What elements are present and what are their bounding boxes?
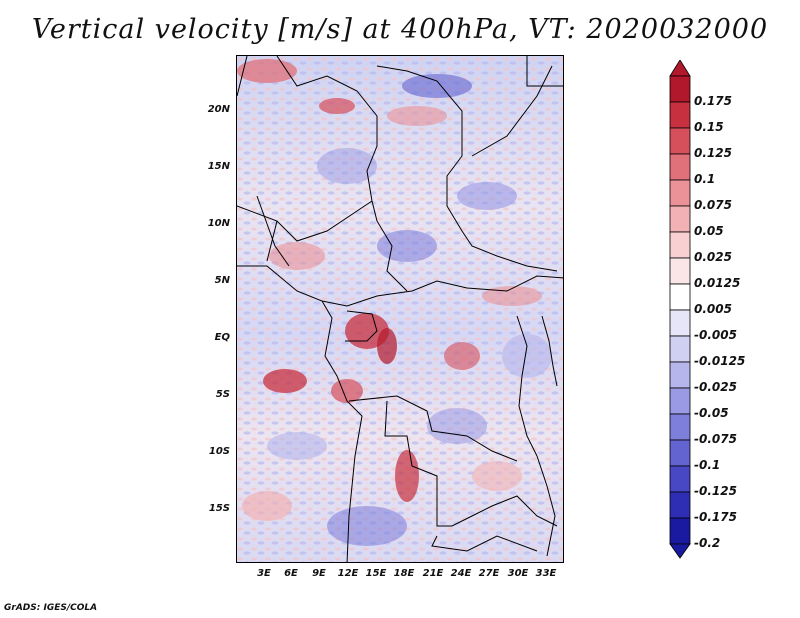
lon-label-9e: 9E <box>312 568 326 579</box>
colorbar-tick-label: 0.005 <box>694 302 732 316</box>
chart-title: Vertical velocity [m/s] at 400hPa, VT: 2… <box>31 14 769 45</box>
colorbar-band <box>669 387 691 415</box>
lat-label-15n: 15N <box>207 161 230 172</box>
lon-label-12e: 12E <box>337 568 359 579</box>
colorbar-tick-label: -0.05 <box>694 406 729 420</box>
colorbar-tick-label: -0.005 <box>694 328 737 342</box>
lon-label-27e: 27E <box>478 568 500 579</box>
lat-label-20n: 20N <box>207 104 230 115</box>
lon-label-30e: 30E <box>507 568 529 579</box>
colorbar-top-arrow <box>669 60 691 77</box>
map-canvas <box>237 56 563 562</box>
negative-velocity-areas <box>267 74 552 546</box>
lat-label-10s: 10S <box>208 446 230 457</box>
colorbar-band <box>669 361 691 389</box>
colorbar-band <box>669 413 691 441</box>
country-borders <box>237 56 563 562</box>
lat-label-eq: EQ <box>214 332 230 343</box>
colorbar-tick-label: 0.15 <box>694 120 724 134</box>
colorbar-band <box>669 205 691 233</box>
colorbar-band <box>669 517 691 545</box>
lon-label-6e: 6E <box>284 568 298 579</box>
colorbar-band <box>669 283 691 311</box>
colorbar <box>669 60 691 559</box>
colorbar-tick-label: -0.025 <box>694 380 737 394</box>
colorbar-tick-label: 0.05 <box>694 224 724 238</box>
colorbar-tick-label: 0.025 <box>694 250 732 264</box>
colorbar-band <box>669 101 691 129</box>
lat-label-10n: 10N <box>207 218 230 229</box>
lon-label-3e: 3E <box>257 568 271 579</box>
lon-label-18e: 18E <box>393 568 415 579</box>
colorbar-band <box>669 231 691 259</box>
colorbar-tick-label: -0.075 <box>694 432 737 446</box>
colorbar-tick-label: 0.0125 <box>694 276 741 290</box>
velocity-map <box>236 55 564 563</box>
lat-label-5s: 5S <box>215 389 230 400</box>
colorbar-tick-label: 0.1 <box>694 172 716 186</box>
colorbar-tick-label: -0.125 <box>694 484 737 498</box>
credit-label: GrADS: IGES/COLA <box>4 603 98 613</box>
lat-label-15s: 15S <box>208 503 230 514</box>
colorbar-tick-label: 0.125 <box>694 146 732 160</box>
colorbar-band <box>669 153 691 181</box>
colorbar-band <box>669 465 691 493</box>
lon-label-24e: 24E <box>450 568 472 579</box>
colorbar-tick-label: 0.175 <box>694 94 732 108</box>
colorbar-band <box>669 75 691 103</box>
colorbar-band <box>669 309 691 337</box>
colorbar-band <box>669 179 691 207</box>
colorbar-band <box>669 335 691 363</box>
colorbar-band <box>669 257 691 285</box>
lon-label-15e: 15E <box>365 568 387 579</box>
colorbar-band <box>669 439 691 467</box>
lon-label-21e: 21E <box>422 568 444 579</box>
colorbar-tick-label: -0.1 <box>694 458 721 472</box>
lat-label-5n: 5N <box>214 275 230 286</box>
colorbar-band <box>669 491 691 519</box>
colorbar-band <box>669 127 691 155</box>
colorbar-tick-label: -0.175 <box>694 510 737 524</box>
lon-label-33e: 33E <box>535 568 557 579</box>
colorbar-tick-label: -0.0125 <box>694 354 746 368</box>
positive-velocity-areas <box>237 59 542 521</box>
colorbar-tick-label: 0.075 <box>694 198 732 212</box>
colorbar-tick-label: -0.2 <box>694 536 721 550</box>
colorbar-bottom-arrow <box>669 543 691 559</box>
